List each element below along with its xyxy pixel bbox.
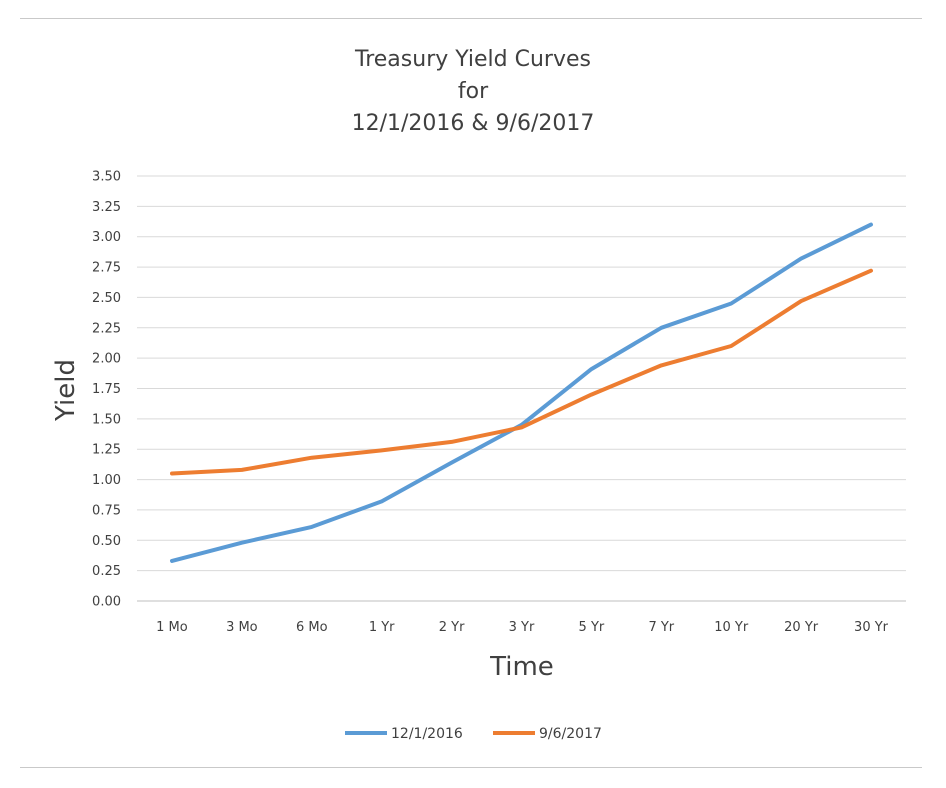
legend-label: 12/1/2016 bbox=[391, 726, 463, 742]
series-line-2 bbox=[170, 268, 873, 476]
y-tick-label: 1.50 bbox=[92, 412, 121, 427]
x-tick-label: 1 Mo bbox=[156, 620, 188, 635]
x-tick-label: 7 Yr bbox=[648, 620, 674, 635]
legend: 12/1/2016 9/6/2017 bbox=[345, 726, 602, 742]
y-tick-label: 1.00 bbox=[92, 473, 121, 488]
y-tick-label: 2.00 bbox=[92, 352, 121, 367]
y-tick-label: 3.25 bbox=[92, 200, 121, 215]
x-axis-title: Time bbox=[489, 652, 554, 682]
x-tick-label: 3 Mo bbox=[226, 620, 258, 635]
y-tick-label: 3.50 bbox=[92, 170, 121, 185]
x-tick-labels: 1 Mo 3 Mo 6 Mo 1 Yr 2 Yr 3 Yr 5 Yr 7 Yr 10 Yr 20 … bbox=[156, 620, 889, 635]
x-tick-label: 1 Yr bbox=[369, 620, 395, 635]
y-tick-label: 0.25 bbox=[92, 564, 121, 579]
y-tick-label: 0.75 bbox=[92, 503, 121, 518]
y-tick-labels: 0.00 0.25 0.50 0.75 1.00 1.25 1.50 1.75 2.00 2.25… bbox=[92, 170, 121, 610]
y-tick-label: 3.00 bbox=[92, 230, 121, 245]
y-tick-label: 2.50 bbox=[92, 291, 121, 306]
y-tick-label: 2.25 bbox=[92, 321, 121, 336]
x-tick-label: 30 Yr bbox=[854, 620, 889, 635]
series-line-1 bbox=[170, 222, 873, 563]
chart-title-line-2: for bbox=[457, 79, 489, 104]
series-lines bbox=[170, 222, 873, 563]
x-tick-label: 6 Mo bbox=[296, 620, 328, 635]
chart-title-line-1: Treasury Yield Curves bbox=[355, 47, 591, 72]
x-tick-label: 2 Yr bbox=[439, 620, 465, 635]
x-tick-label: 10 Yr bbox=[714, 620, 749, 635]
x-tick-label: 20 Yr bbox=[784, 620, 819, 635]
y-axis-title: Yield bbox=[51, 359, 81, 422]
y-tick-label: 1.25 bbox=[92, 443, 121, 458]
x-tick-label: 3 Yr bbox=[509, 620, 535, 635]
chart-title-line-3: 12/1/2016 & 9/6/2017 bbox=[351, 111, 595, 136]
y-tick-label: 0.00 bbox=[92, 595, 121, 610]
bottom-divider bbox=[20, 767, 922, 768]
y-tick-label: 0.50 bbox=[92, 534, 121, 549]
x-tick-label: 5 Yr bbox=[579, 620, 605, 635]
y-tick-label: 1.75 bbox=[92, 382, 121, 397]
y-tick-label: 2.75 bbox=[92, 261, 121, 276]
top-divider bbox=[20, 18, 922, 19]
legend-label: 9/6/2017 bbox=[539, 726, 602, 742]
gridlines bbox=[137, 175, 906, 602]
chart-title: Treasury Yield Curves for 12/1/2016 & 9/… bbox=[0, 44, 946, 140]
